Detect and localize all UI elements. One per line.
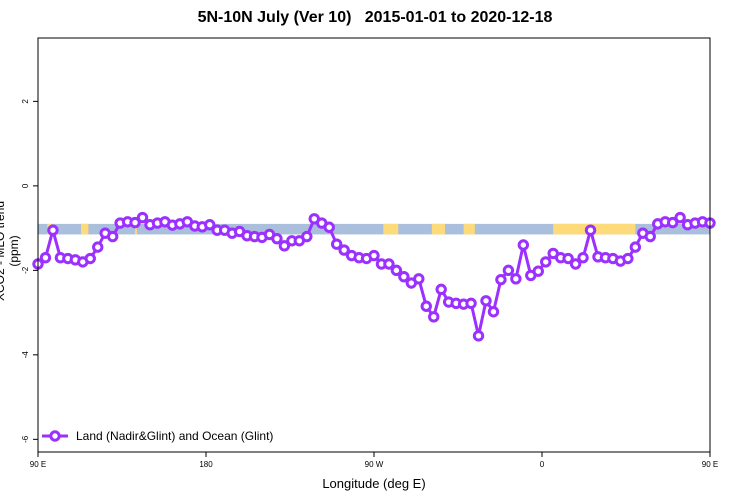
land-band xyxy=(80,223,89,235)
data-point xyxy=(368,249,380,262)
y-tick-label: -4 xyxy=(21,351,30,359)
data-point xyxy=(495,273,507,286)
land-band xyxy=(135,223,137,235)
data-point xyxy=(517,239,530,251)
data-point xyxy=(502,264,515,277)
data-point xyxy=(666,216,679,229)
data-point xyxy=(540,256,552,268)
data-point xyxy=(136,211,149,224)
x-tick-label: 0 xyxy=(540,460,545,469)
data-point xyxy=(569,258,582,270)
x-axis: 90 E 180 90 W 0 90 E xyxy=(30,452,718,469)
land-band xyxy=(463,223,475,235)
data-point xyxy=(480,295,492,307)
data-point xyxy=(323,221,335,233)
data-point xyxy=(435,283,447,296)
data-point xyxy=(106,230,119,243)
data-point xyxy=(271,232,283,245)
data-point xyxy=(390,264,403,277)
data-point xyxy=(584,224,597,236)
data-point xyxy=(420,300,432,312)
land-band xyxy=(431,223,445,235)
data-point xyxy=(465,297,477,309)
data-point xyxy=(510,273,522,285)
data-point xyxy=(301,230,313,243)
series-line xyxy=(37,216,711,338)
ocean-band xyxy=(38,223,710,235)
data-point xyxy=(532,265,544,277)
data-point xyxy=(383,258,395,270)
data-point xyxy=(278,240,291,252)
x-axis-label: Longitude (deg E) xyxy=(322,476,426,491)
x-tick-label: 90 E xyxy=(30,460,46,469)
data-point xyxy=(398,270,410,283)
data-point xyxy=(92,241,104,253)
plot-frame xyxy=(37,37,711,453)
data-point xyxy=(622,252,634,265)
data-point xyxy=(674,211,686,224)
data-point xyxy=(413,273,425,285)
data-point xyxy=(129,216,141,229)
data-point xyxy=(338,244,350,256)
data-point xyxy=(577,251,589,264)
data-point xyxy=(47,224,59,236)
land-band xyxy=(383,223,399,235)
y-tick-label: -2 xyxy=(21,266,30,274)
y-tick-label: 2 xyxy=(21,99,30,104)
data-point xyxy=(644,230,656,243)
data-point xyxy=(487,306,500,318)
chart-title: 5N-10N July (Ver 10) 2015-01-01 to 2020-… xyxy=(197,9,553,26)
y-tick-label: 0 xyxy=(21,183,30,188)
data-point xyxy=(330,238,343,250)
y-axis: 2 0 -2 -4 -6 xyxy=(21,99,38,443)
data-point xyxy=(84,252,96,265)
y-tick-label: -6 xyxy=(21,435,30,443)
data-point xyxy=(629,241,642,253)
data-point xyxy=(428,311,440,323)
legend: Land (Nadir&Glint) and Ocean (Glint) xyxy=(42,429,273,443)
x-tick-label: 90 E xyxy=(702,460,718,469)
series-layer xyxy=(32,211,716,342)
x-tick-label: 180 xyxy=(199,460,213,469)
legend-entry-label: Land (Nadir&Glint) and Ocean (Glint) xyxy=(76,429,273,443)
x-tick-label: 90 W xyxy=(365,460,384,469)
legend-marker-swatch xyxy=(49,430,61,442)
data-point xyxy=(204,219,216,231)
data-point xyxy=(562,252,574,265)
data-point xyxy=(39,251,52,264)
data-point xyxy=(472,330,485,342)
